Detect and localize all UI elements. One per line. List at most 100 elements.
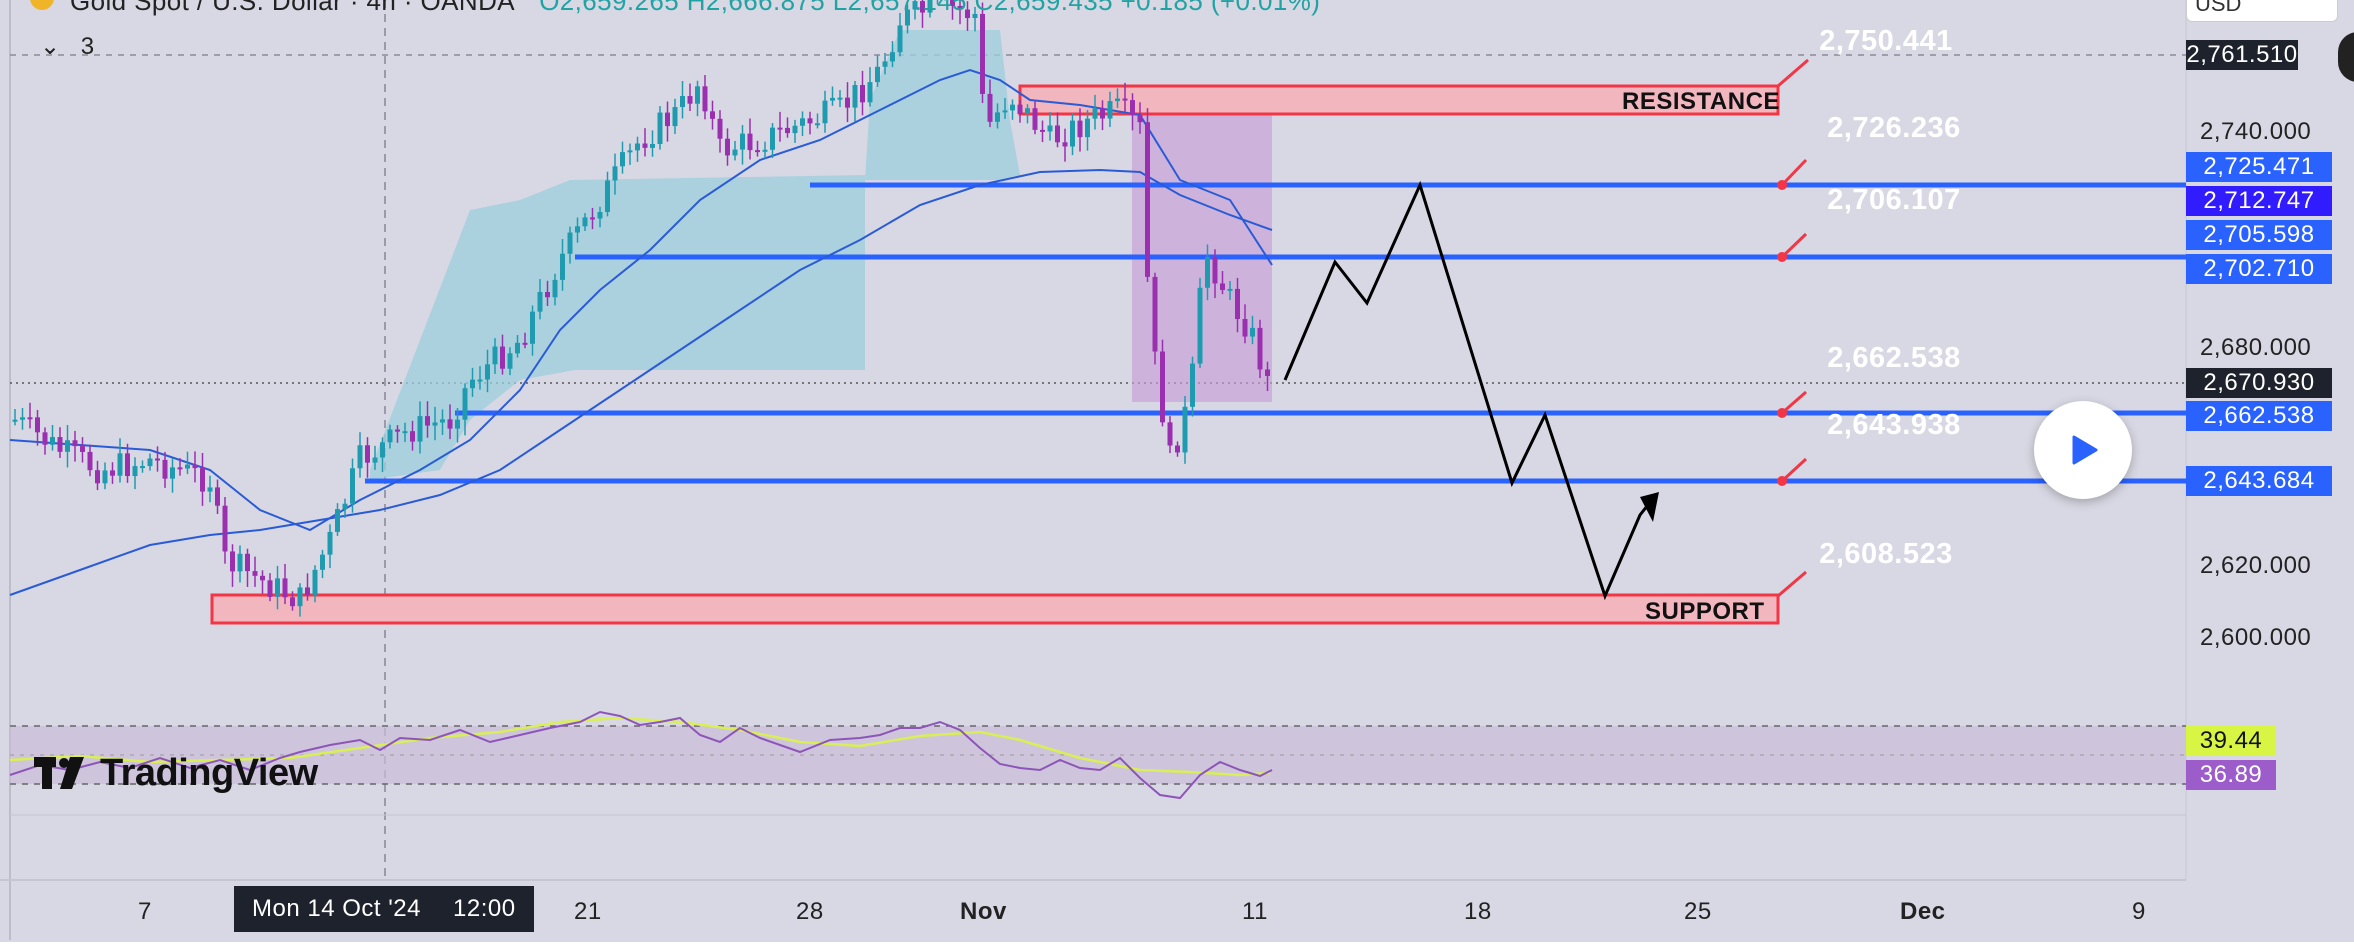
rsi-pane: [9, 710, 2186, 816]
currency-selector[interactable]: USD: [2186, 0, 2338, 22]
candle-body: [642, 143, 648, 148]
crosshair-date: Mon 14 Oct '24: [252, 895, 421, 922]
ohlc-values: O2,659.265 H2,666.875 L2,657.145 C2,659.…: [539, 0, 1321, 16]
candle-body: [155, 458, 160, 461]
candle-body: [1122, 98, 1128, 101]
candle-body: [980, 13, 985, 94]
price-tag-level[interactable]: 2,643.684: [2186, 466, 2332, 496]
resistance-zone[interactable]: [1018, 84, 1780, 116]
candle-body: [1047, 125, 1053, 132]
candle-body: [1130, 100, 1135, 115]
candle-body: [1227, 288, 1233, 291]
gold-symbol-icon: [30, 0, 54, 10]
candle-body: [1212, 256, 1218, 284]
rsi-value-tag: 39.44: [2186, 726, 2276, 756]
candle-body: [972, 13, 978, 19]
candle-body: [1257, 327, 1263, 370]
candle-body: [717, 118, 723, 139]
candle-body: [1115, 98, 1120, 102]
callout-level-price[interactable]: 2,706.107: [1827, 183, 1961, 216]
price-tag-level[interactable]: 2,705.598: [2186, 220, 2332, 250]
candle-body: [575, 226, 580, 233]
candle-body: [170, 467, 175, 479]
candle-body: [65, 440, 70, 452]
price-tag-level[interactable]: 2,662.538: [2186, 401, 2332, 431]
candle-body: [867, 82, 873, 103]
candle-body: [1092, 108, 1098, 119]
time-axis-label: 11: [1242, 898, 1268, 925]
candle-body: [477, 379, 483, 382]
candle-body: [237, 553, 243, 572]
candle-body: [50, 437, 55, 445]
callout-level-price[interactable]: 2,643.938: [1827, 408, 1961, 441]
candle-body: [815, 123, 820, 126]
candle-body: [327, 531, 333, 555]
indicator-toggle[interactable]: ⌄ 3: [40, 32, 94, 61]
candle-body: [837, 97, 843, 100]
candle-body: [1062, 142, 1068, 147]
tradingview-logo[interactable]: TradingView: [34, 752, 318, 795]
candle-body: [680, 96, 685, 108]
candle-body: [1107, 101, 1113, 119]
time-axis-label: Nov: [960, 898, 1007, 925]
candle-body: [417, 416, 423, 442]
candle-body: [860, 85, 865, 103]
candle-body: [485, 364, 490, 380]
candle-body: [387, 429, 393, 443]
candle-body: [1025, 108, 1030, 114]
side-panel-toggle[interactable]: [2338, 32, 2354, 82]
candle-body: [35, 417, 40, 433]
candle-body: [1182, 406, 1188, 453]
candle-body: [612, 166, 618, 181]
candle-body: [1145, 122, 1150, 277]
candle-body: [200, 468, 205, 492]
price-tag-level[interactable]: 2,725.471: [2186, 152, 2332, 182]
candle-body: [95, 470, 100, 484]
time-axis-label: 21: [574, 898, 602, 925]
candle-body: [1010, 104, 1015, 111]
candle-body: [950, 0, 955, 6]
candle-body: [597, 212, 603, 219]
candle-body: [1040, 129, 1045, 132]
price-tag-current[interactable]: 2,670.930: [2186, 368, 2332, 398]
time-axis-label: 9: [2132, 898, 2146, 925]
candle-body: [455, 419, 460, 429]
chevron-down-icon[interactable]: ⌄: [40, 33, 61, 60]
candle-body: [1205, 256, 1210, 288]
symbol-title[interactable]: Gold Spot / U.S. Dollar · 4h · OANDA: [70, 0, 514, 16]
candle-body: [1242, 319, 1248, 337]
callout-level-price[interactable]: 2,726.236: [1827, 111, 1961, 144]
callout-resistance-price[interactable]: 2,750.441: [1819, 24, 1953, 57]
play-icon: [2072, 435, 2098, 465]
candle-body: [335, 509, 340, 532]
candle-body: [762, 149, 768, 152]
price-tag-high[interactable]: 2,761.510: [2186, 40, 2298, 70]
time-axis-label: 18: [1464, 898, 1492, 925]
price-tag-level[interactable]: 2,712.747: [2186, 186, 2332, 216]
candle-body: [995, 112, 1000, 122]
horizontal-levels[interactable]: [365, 182, 2186, 484]
candle-body: [282, 578, 288, 598]
candle-body: [102, 470, 108, 484]
support-zone[interactable]: [210, 593, 1780, 625]
callout-support-price[interactable]: 2,608.523: [1819, 537, 1953, 570]
ma-fast-line: [9, 68, 1273, 532]
price-tag-level[interactable]: 2,702.710: [2186, 254, 2332, 284]
candle-body: [582, 217, 588, 227]
candle-body: [1017, 104, 1023, 114]
candle-body: [755, 150, 760, 153]
candle-body: [222, 505, 228, 552]
candle-body: [207, 487, 213, 492]
candle-body: [1137, 114, 1143, 123]
callout-level-price[interactable]: 2,662.538: [1827, 341, 1961, 374]
candle-body: [590, 217, 595, 220]
play-button[interactable]: [2034, 401, 2132, 499]
candle-body: [845, 97, 850, 108]
candle-body: [342, 503, 348, 510]
candle-body: [380, 442, 385, 458]
candle-body: [800, 118, 805, 126]
candle-body: [245, 553, 250, 572]
candle-body: [260, 575, 265, 581]
